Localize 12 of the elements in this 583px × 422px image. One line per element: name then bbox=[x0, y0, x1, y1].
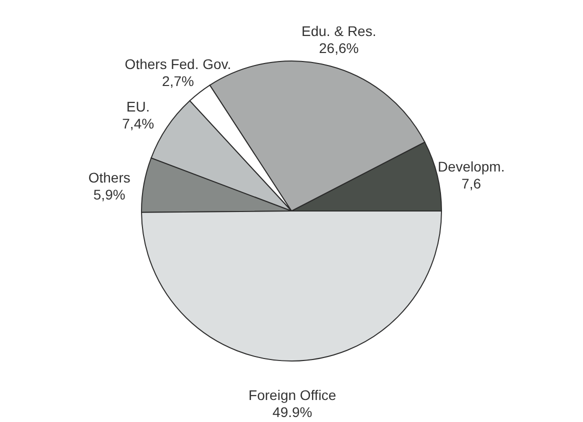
slice-label: Others bbox=[88, 170, 130, 186]
slice-label: Foreign Office bbox=[248, 387, 336, 403]
slice-label: Edu. & Res. bbox=[302, 23, 376, 40]
data-label: 7,6 bbox=[462, 175, 482, 192]
data-label: 26,6% bbox=[319, 40, 359, 56]
data-label: 5,9% bbox=[93, 186, 126, 203]
data-label: 49.9% bbox=[272, 404, 312, 420]
data-label: 2,7% bbox=[162, 72, 194, 89]
slice-label: Developm. bbox=[438, 158, 505, 174]
slice-label: EU. bbox=[126, 98, 150, 115]
data-label: 7,4% bbox=[122, 116, 154, 132]
slice-label: Others Fed. Gov. bbox=[124, 56, 232, 72]
